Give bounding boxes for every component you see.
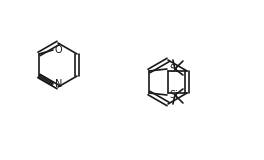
Text: Si: Si (169, 64, 178, 74)
Text: Si: Si (169, 90, 178, 100)
Text: O: O (55, 45, 63, 55)
Text: N: N (55, 79, 62, 89)
